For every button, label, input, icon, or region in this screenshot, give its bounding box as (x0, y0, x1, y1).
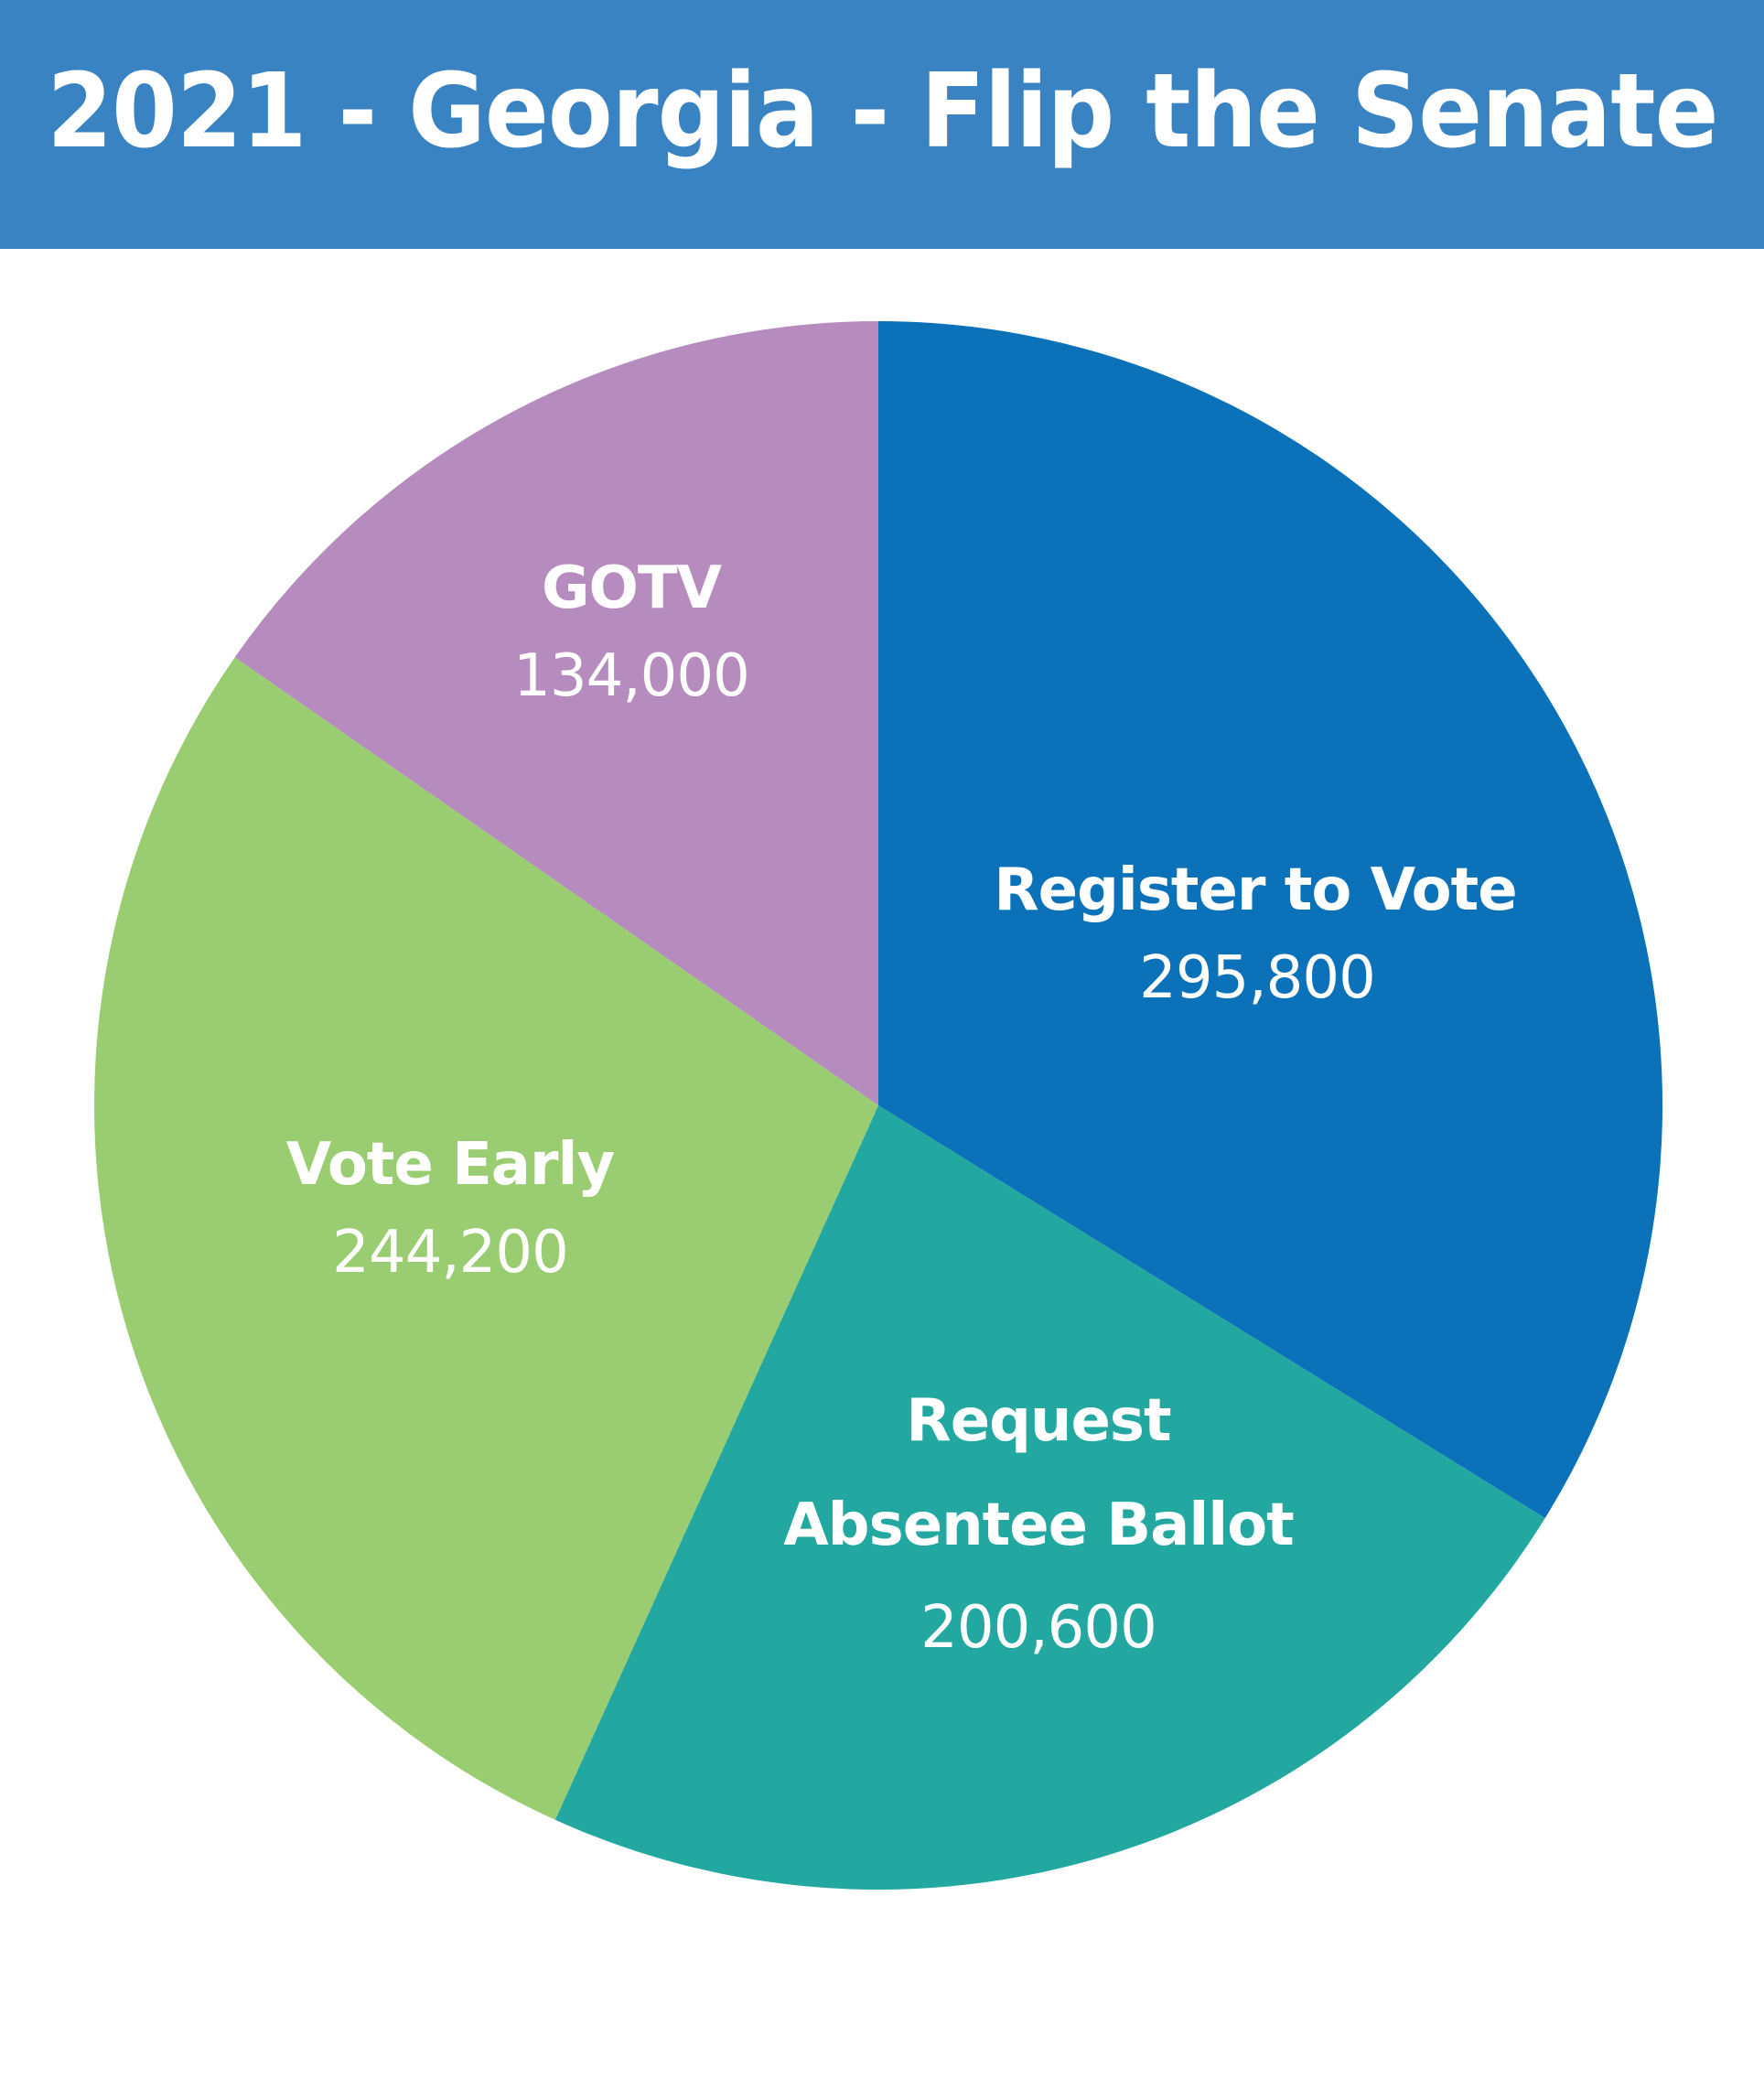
slice-label-request-line2: Absentee Ballot (783, 1492, 1294, 1559)
slice-value-vote-early: 244,200 (332, 1219, 568, 1287)
slice-value-register-to-vote: 295,800 (1139, 944, 1375, 1012)
pie-slice-register-to-vote (878, 321, 1663, 1519)
pie-slice-gotv (234, 321, 878, 1105)
slice-label-gotv: GOTV (542, 555, 723, 622)
title-banner: 2021 - Georgia - Flip the Senate (0, 0, 1764, 249)
slice-label-vote-early: Vote Early (286, 1131, 615, 1199)
pie-slice-request-absentee-ballot (554, 1105, 1545, 1890)
slice-value-request-absentee-ballot: 200,600 (920, 1594, 1156, 1662)
chart-title: 2021 - Georgia - Flip the Senate (46, 52, 1718, 171)
pie-slice-vote-early (94, 657, 879, 1820)
slice-label-register-to-vote: Register to Vote (994, 856, 1516, 924)
slice-label-request-line1: Request (906, 1387, 1171, 1455)
slice-value-gotv: 134,000 (513, 642, 749, 710)
